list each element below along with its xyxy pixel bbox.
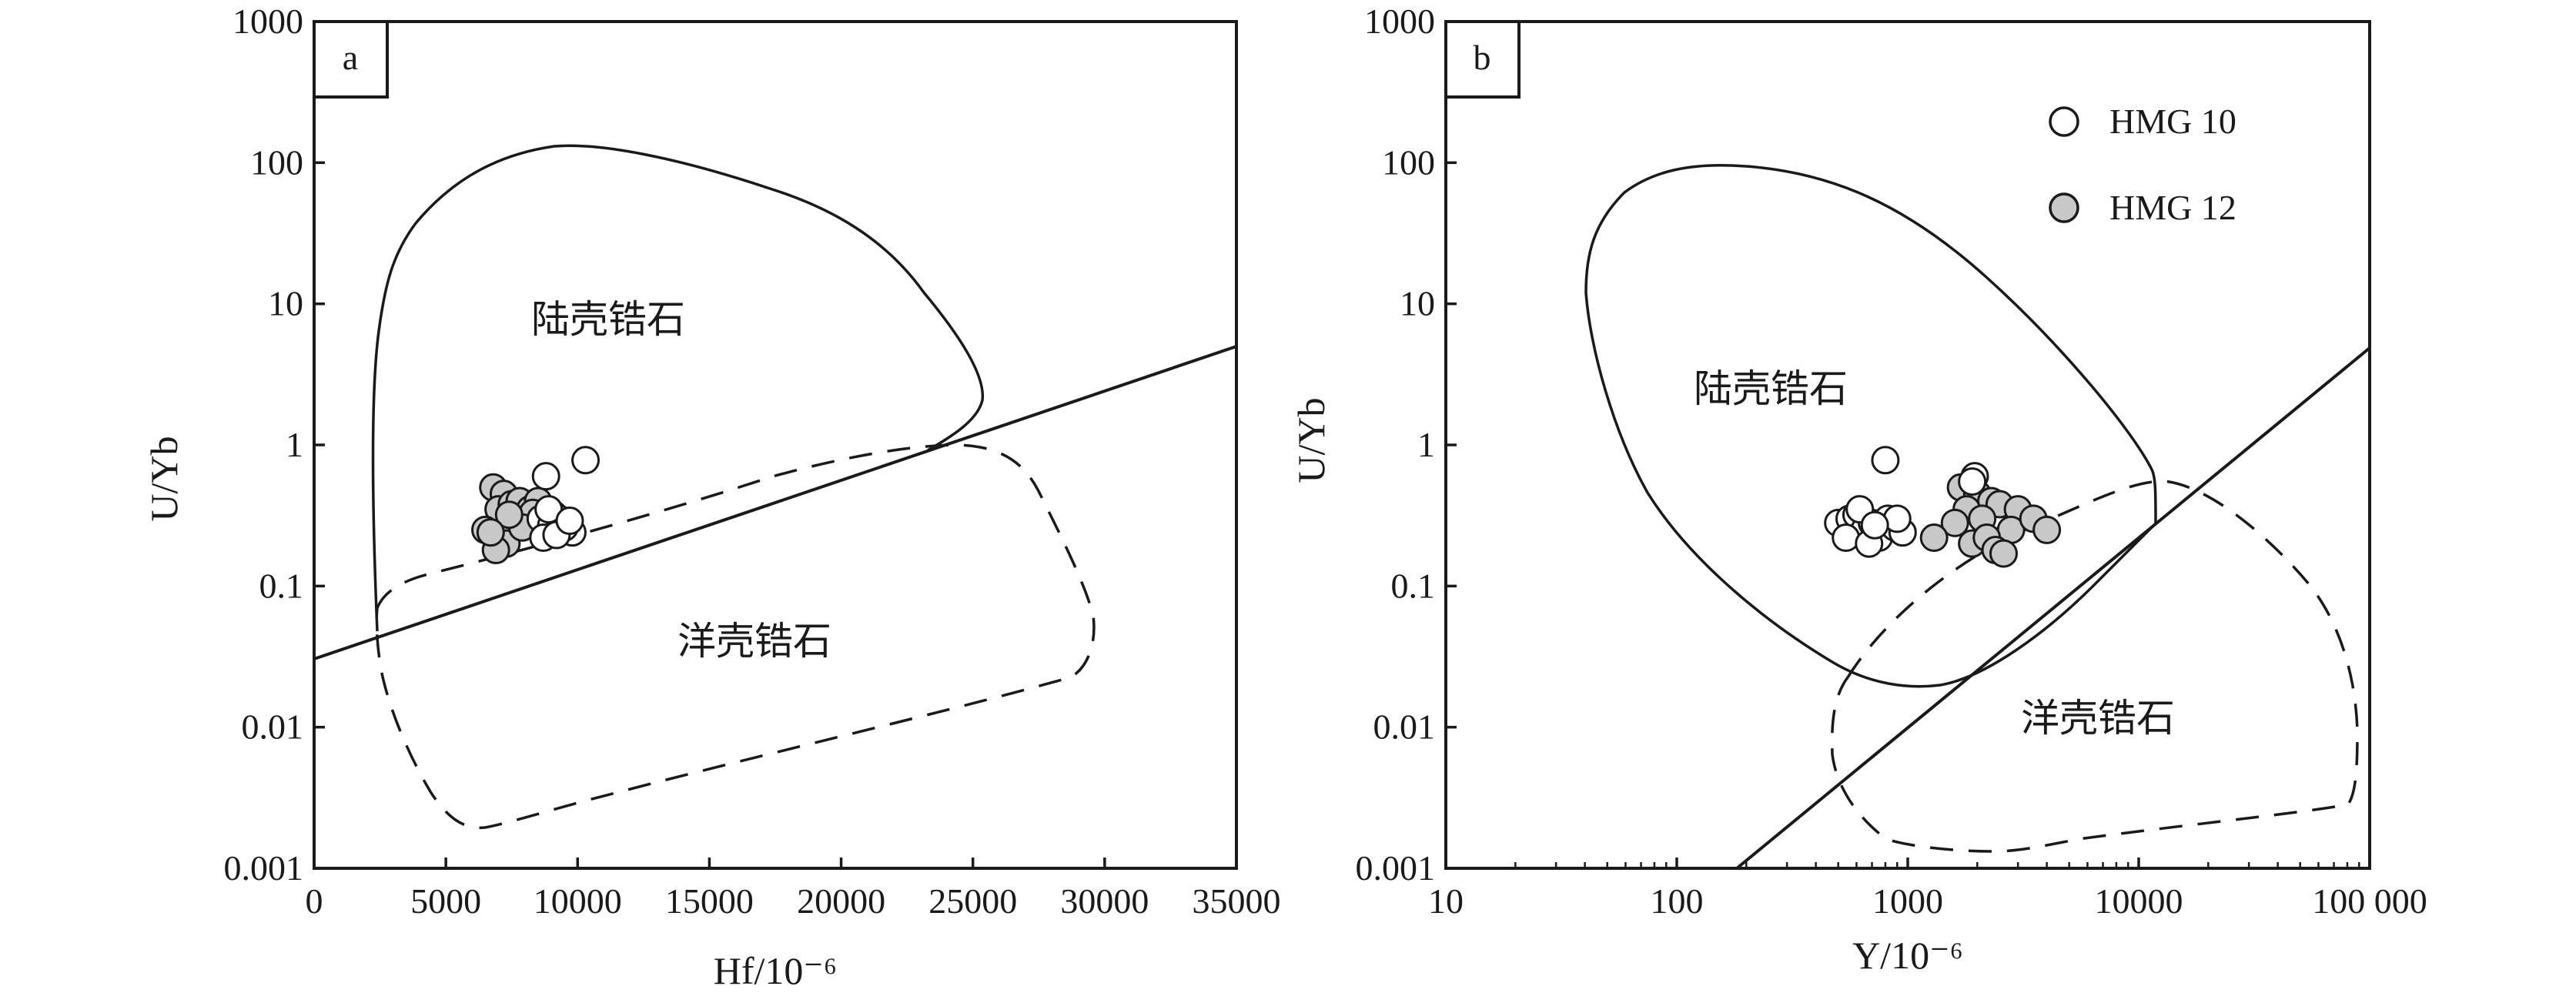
panel-b-y-tick-label: 1 [1417, 425, 1435, 464]
panel-b-y-tick-label: 0.001 [1356, 848, 1436, 888]
panel-a-discrimination-line [313, 345, 1237, 660]
panel-a-plot-frame [313, 20, 1238, 870]
panel-b-x-tick-label: 1000 [1872, 881, 1943, 921]
panel-b-y-ticks: 0.001 0.01 0.1 1 10 100 1000 [1356, 2, 1457, 888]
panel-a-x-tick-label: 10000 [534, 881, 622, 921]
legend-label-hmg12: HMG 12 [2109, 188, 2236, 227]
panel-a-y-ticks: 0.001 0.01 0.1 1 10 100 1000 [224, 2, 325, 888]
panel-b-x-tick-label: 10 [1428, 881, 1464, 921]
panel-a: a 陆壳锆石 洋壳锆石 0 5000 10000 15000 20000 25000 300… [142, 2, 1281, 992]
panel-a-y-tick-label: 0.001 [224, 848, 304, 888]
panel-b-oceanic-region [1830, 480, 2359, 853]
panel-b-point-hmg10 [1871, 446, 1900, 475]
panel-b-y-tick-label: 0.1 [1391, 566, 1436, 605]
panel-b-x-tick-label: 100 000 [2312, 881, 2427, 921]
panel-a-letter-box [313, 20, 389, 99]
panel-a-x-tick-label: 35000 [1193, 881, 1281, 921]
panel-a-point-hmg12 [494, 500, 524, 530]
panel-a-point-hmg12 [476, 518, 505, 547]
legend-filled-marker [2049, 192, 2079, 223]
panel-b-lower-region-label: 洋壳锆石 [2021, 697, 2175, 740]
panel-b-x-tick-label: 10000 [2095, 881, 2183, 921]
panel-b-y-tick-label: 0.01 [1373, 707, 1436, 747]
panel-b-point-hmg12 [1940, 508, 1969, 537]
panel-a-x-tick-label: 25000 [928, 881, 1017, 921]
panel-a-point-hmg10 [571, 446, 601, 475]
panel-a-y-tick-label: 1000 [233, 2, 303, 41]
panel-a-y-axis-title: U/Yb [142, 436, 186, 521]
legend-label-hmg10: HMG 10 [2109, 102, 2236, 141]
panel-a-y-tick-label: 10 [268, 284, 303, 323]
panel-a-y-tick-label: 0.1 [259, 566, 304, 605]
panel-b-x-ticks: 10 100 1000 10000 100 000 [1428, 858, 2427, 921]
panel-a-continental-region [371, 144, 985, 632]
panel-b-continental-region [1584, 163, 2157, 688]
panel-b-point-hmg12 [1989, 539, 2018, 568]
panel-a-x-ticks: 0 5000 10000 15000 20000 25000 30000 35000 [306, 858, 1281, 921]
panel-a-x-axis-title: Hf/10⁻⁶ [714, 949, 837, 992]
panel-b-point-hmg12 [2032, 515, 2062, 544]
panel-b-x-axis-title: Y/10⁻⁶ [1852, 934, 1963, 977]
panel-a-letter: a [343, 38, 358, 77]
legend: HMG 10 HMG 12 [2049, 102, 2236, 227]
legend-open-marker [2049, 106, 2079, 137]
panel-a-y-tick-label: 0.01 [242, 707, 304, 747]
panel-b-points [1824, 446, 2062, 568]
panel-b-point-hmg10 [1860, 510, 1889, 540]
panel-a-point-hmg10 [555, 507, 584, 536]
panel-b-point-hmg10 [1832, 523, 1861, 553]
panel-b-upper-region-label: 陆壳锆石 [1694, 367, 1848, 410]
panel-b-discrimination-line [1735, 346, 2371, 870]
panel-b-y-tick-label: 100 [1382, 142, 1435, 182]
panel-b-x-tick-label: 100 [1651, 881, 1704, 921]
panel-b-plot-frame [1444, 20, 2371, 870]
panel-a-x-tick-label: 20000 [797, 881, 885, 921]
panel-b-y-tick-label: 1000 [1364, 2, 1435, 41]
panel-a-y-tick-label: 100 [250, 142, 303, 182]
panel-b-y-tick-label: 10 [1400, 284, 1435, 323]
panel-a-lower-region-label: 洋壳锆石 [677, 620, 831, 663]
panel-a-x-tick-label: 5000 [410, 881, 481, 921]
panel-b-point-hmg10 [1958, 467, 1987, 496]
panel-a-y-tick-label: 1 [286, 425, 303, 464]
panel-b: b 陆壳锆石 洋壳锆石 10 100 1000 10000 100 000 0.0010… [1290, 2, 2427, 977]
panel-b-y-axis-title: U/Yb [1290, 397, 1333, 483]
panel-b-letter: b [1474, 38, 1491, 77]
panel-a-x-tick-label: 30000 [1060, 881, 1149, 921]
panel-a-point-hmg10 [531, 462, 560, 491]
panel-b-point-hmg12 [1919, 523, 1949, 553]
panel-b-letter-box [1444, 20, 1521, 99]
panel-a-x-tick-label: 15000 [665, 881, 754, 921]
panel-a-upper-region-label: 陆壳锆石 [531, 298, 685, 341]
panel-a-x-tick-label: 0 [306, 881, 323, 921]
panel-a-points [470, 446, 601, 565]
